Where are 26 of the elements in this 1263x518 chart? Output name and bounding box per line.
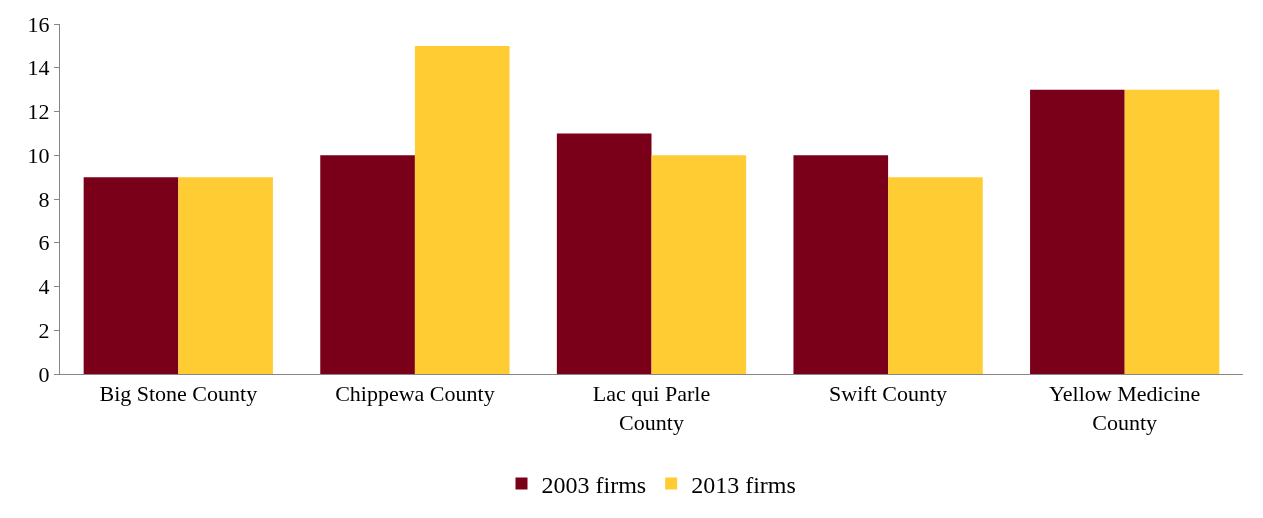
y-tick-label: 8 (38, 186, 50, 212)
legend-label: 2013 firms (691, 471, 796, 498)
x-tick-label: Swift County (829, 381, 948, 407)
bar (414, 45, 510, 374)
x-tick-label: Chippewa County (335, 381, 495, 407)
y-tick-label: 14 (27, 55, 50, 81)
y-tick-label: 4 (38, 274, 50, 300)
bar (1030, 89, 1125, 374)
bar (556, 133, 652, 374)
bar (83, 177, 179, 374)
bar (320, 155, 415, 374)
x-tick-label: Lac qui Parle County (592, 381, 711, 435)
y-tick-label: 16 (27, 11, 50, 37)
bar (1124, 89, 1220, 374)
y-tick-label: 10 (27, 142, 50, 168)
y-tick-label: 0 (38, 361, 50, 387)
bar (178, 177, 273, 374)
bar (888, 177, 983, 374)
bar (651, 155, 747, 374)
y-tick-label: 6 (38, 230, 50, 256)
y-tick-label: 2 (38, 317, 50, 343)
x-tick-label: Big Stone County (99, 381, 258, 407)
bar (793, 155, 889, 374)
y-tick-label: 12 (27, 99, 50, 125)
x-tick-label: Yellow Medicine County (1049, 381, 1201, 435)
legend-label: 2003 firms (541, 471, 647, 498)
